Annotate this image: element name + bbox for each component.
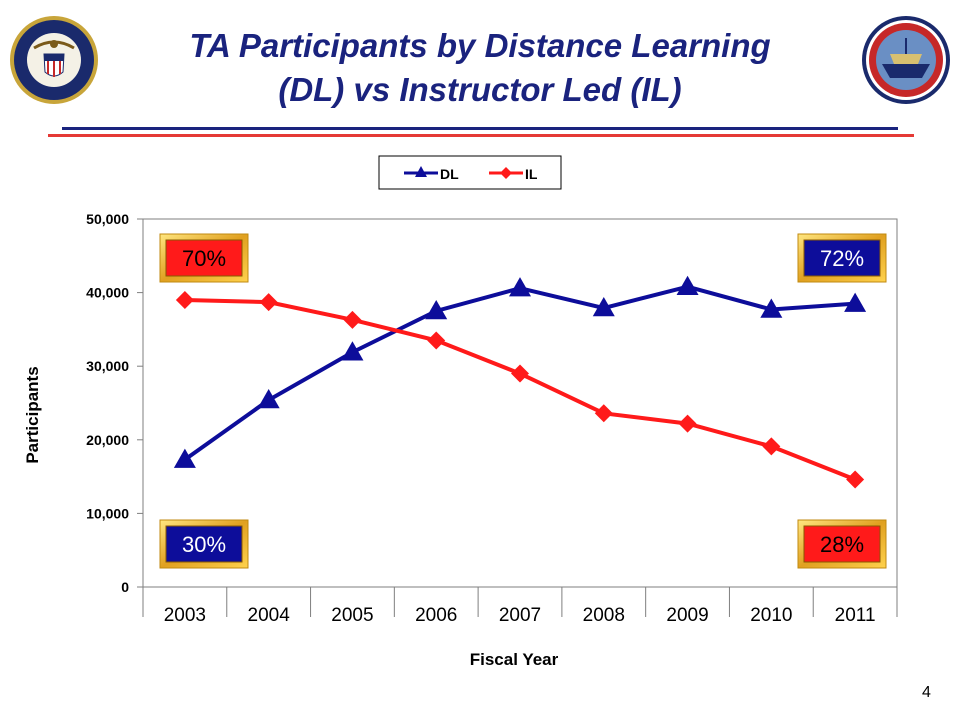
y-tick-label: 50,000 [86,211,129,227]
percent-box-label: 70% [182,246,226,271]
il-point [846,470,865,489]
percent-box-fill [165,525,243,563]
il-point [175,290,194,309]
dl-point [509,277,531,297]
il-point [678,414,697,433]
x-tick-label: 2010 [750,605,792,626]
dl-point [844,292,867,312]
il-point [427,331,446,350]
legend-marker-dl [415,166,427,177]
x-tick-label: 2009 [666,605,708,626]
legend-label-il: IL [525,166,538,182]
legend-label-dl: DL [440,166,459,182]
x-tick-label: 2005 [331,605,373,626]
y-axis-title: Participants [23,366,42,463]
il-point [762,437,781,456]
title-divider-red [48,134,914,137]
percent-box-fill [803,525,881,563]
x-tick-label: 2003 [164,605,206,626]
page-number: 4 [922,684,931,701]
y-tick-label: 40,000 [86,285,129,301]
slide-title: TA Participants by Distance Learning (DL… [110,24,850,112]
x-tick-label: 2006 [415,605,457,626]
plot-area [142,218,898,588]
naval-education-and-training-command-seal-icon [862,16,950,104]
x-axis-title: Fiscal Year [470,650,559,669]
title-divider-blue [62,127,898,130]
slide-title-line-1: TA Participants by Distance Learning [189,27,771,64]
slide-title-line-2: (DL) vs Instructor Led (IL) [278,71,682,108]
dl-point [760,298,783,318]
dl-point [257,389,280,409]
il-point [343,310,362,329]
dl-point [425,300,448,320]
x-tick-label: 2011 [835,605,876,626]
chief-of-naval-operations-seal-icon [10,16,98,104]
y-tick-label: 0 [121,579,129,595]
y-tick-label: 10,000 [86,505,129,521]
dl-point [676,275,699,295]
percent-box-label: 28% [820,532,864,557]
x-tick-label: 2007 [499,605,541,626]
il-point [511,364,529,383]
y-tick-label: 20,000 [86,432,129,448]
x-tick-label: 2008 [583,605,625,626]
il-point [259,293,278,312]
percent-box-fill [165,239,243,277]
il-point [594,404,613,423]
percent-box-label: 30% [182,532,226,557]
dl-point [592,297,615,317]
dl-point [173,448,196,468]
percent-box-label: 72% [820,246,864,271]
percent-box-fill [803,239,881,277]
x-tick-label: 2004 [248,605,291,626]
legend-marker-il [500,167,512,179]
y-tick-label: 30,000 [86,358,129,374]
dl-point [341,341,364,361]
